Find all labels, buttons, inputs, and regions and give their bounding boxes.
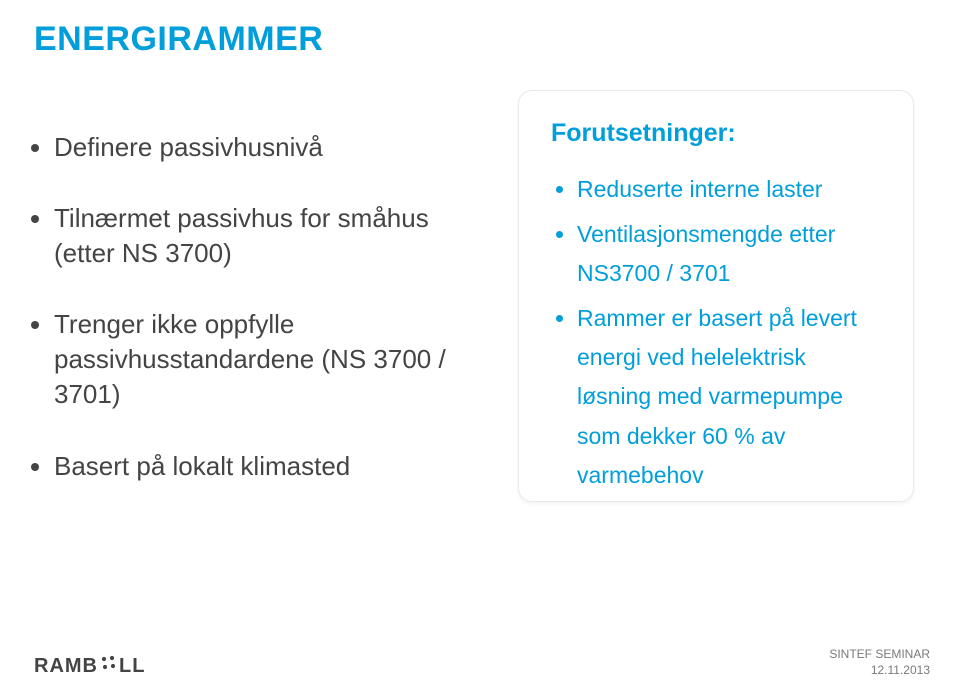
logo-dots-icon	[100, 654, 118, 678]
list-item-text: Ventilasjonsmengde etter NS3700 / 3701	[577, 221, 835, 286]
logo-suffix: LL	[119, 655, 145, 678]
ramboll-logo: RAMB LL	[34, 654, 145, 678]
list-item: Trenger ikke oppfylle passivhusstandarde…	[54, 307, 464, 412]
list-item: Reduserte interne laster	[577, 170, 885, 209]
seminar-title: SINTEF SEMINAR	[829, 646, 930, 662]
logo-prefix: RAMB	[34, 655, 98, 678]
list-item: Basert på lokalt klimasted	[54, 449, 464, 484]
assumptions-box: Forutsetninger: Reduserte interne laster…	[518, 90, 914, 502]
seminar-date: 12.11.2013	[829, 662, 930, 678]
list-item: Rammer er basert på levert energi ved he…	[577, 299, 885, 494]
footer-logo: RAMB LL	[34, 654, 145, 678]
slide: ENERGIRAMMER Definere passivhusnivå Tiln…	[0, 0, 960, 696]
list-item-text: Reduserte interne laster	[577, 176, 822, 202]
list-item-text: Rammer er basert på levert energi ved he…	[577, 305, 857, 487]
assumptions-title: Forutsetninger:	[551, 119, 885, 148]
assumptions-list: Reduserte interne laster Ventilasjonsmen…	[577, 170, 885, 495]
list-item: Tilnærmet passivhus for småhus (etter NS…	[54, 201, 464, 271]
list-item: Ventilasjonsmengde etter NS3700 / 3701	[577, 215, 885, 293]
footer-seminar: SINTEF SEMINAR 12.11.2013	[829, 646, 930, 678]
left-bullet-list: Definere passivhusnivå Tilnærmet passivh…	[34, 130, 464, 520]
page-title: ENERGIRAMMER	[34, 20, 323, 59]
list-item: Definere passivhusnivå	[54, 130, 464, 165]
